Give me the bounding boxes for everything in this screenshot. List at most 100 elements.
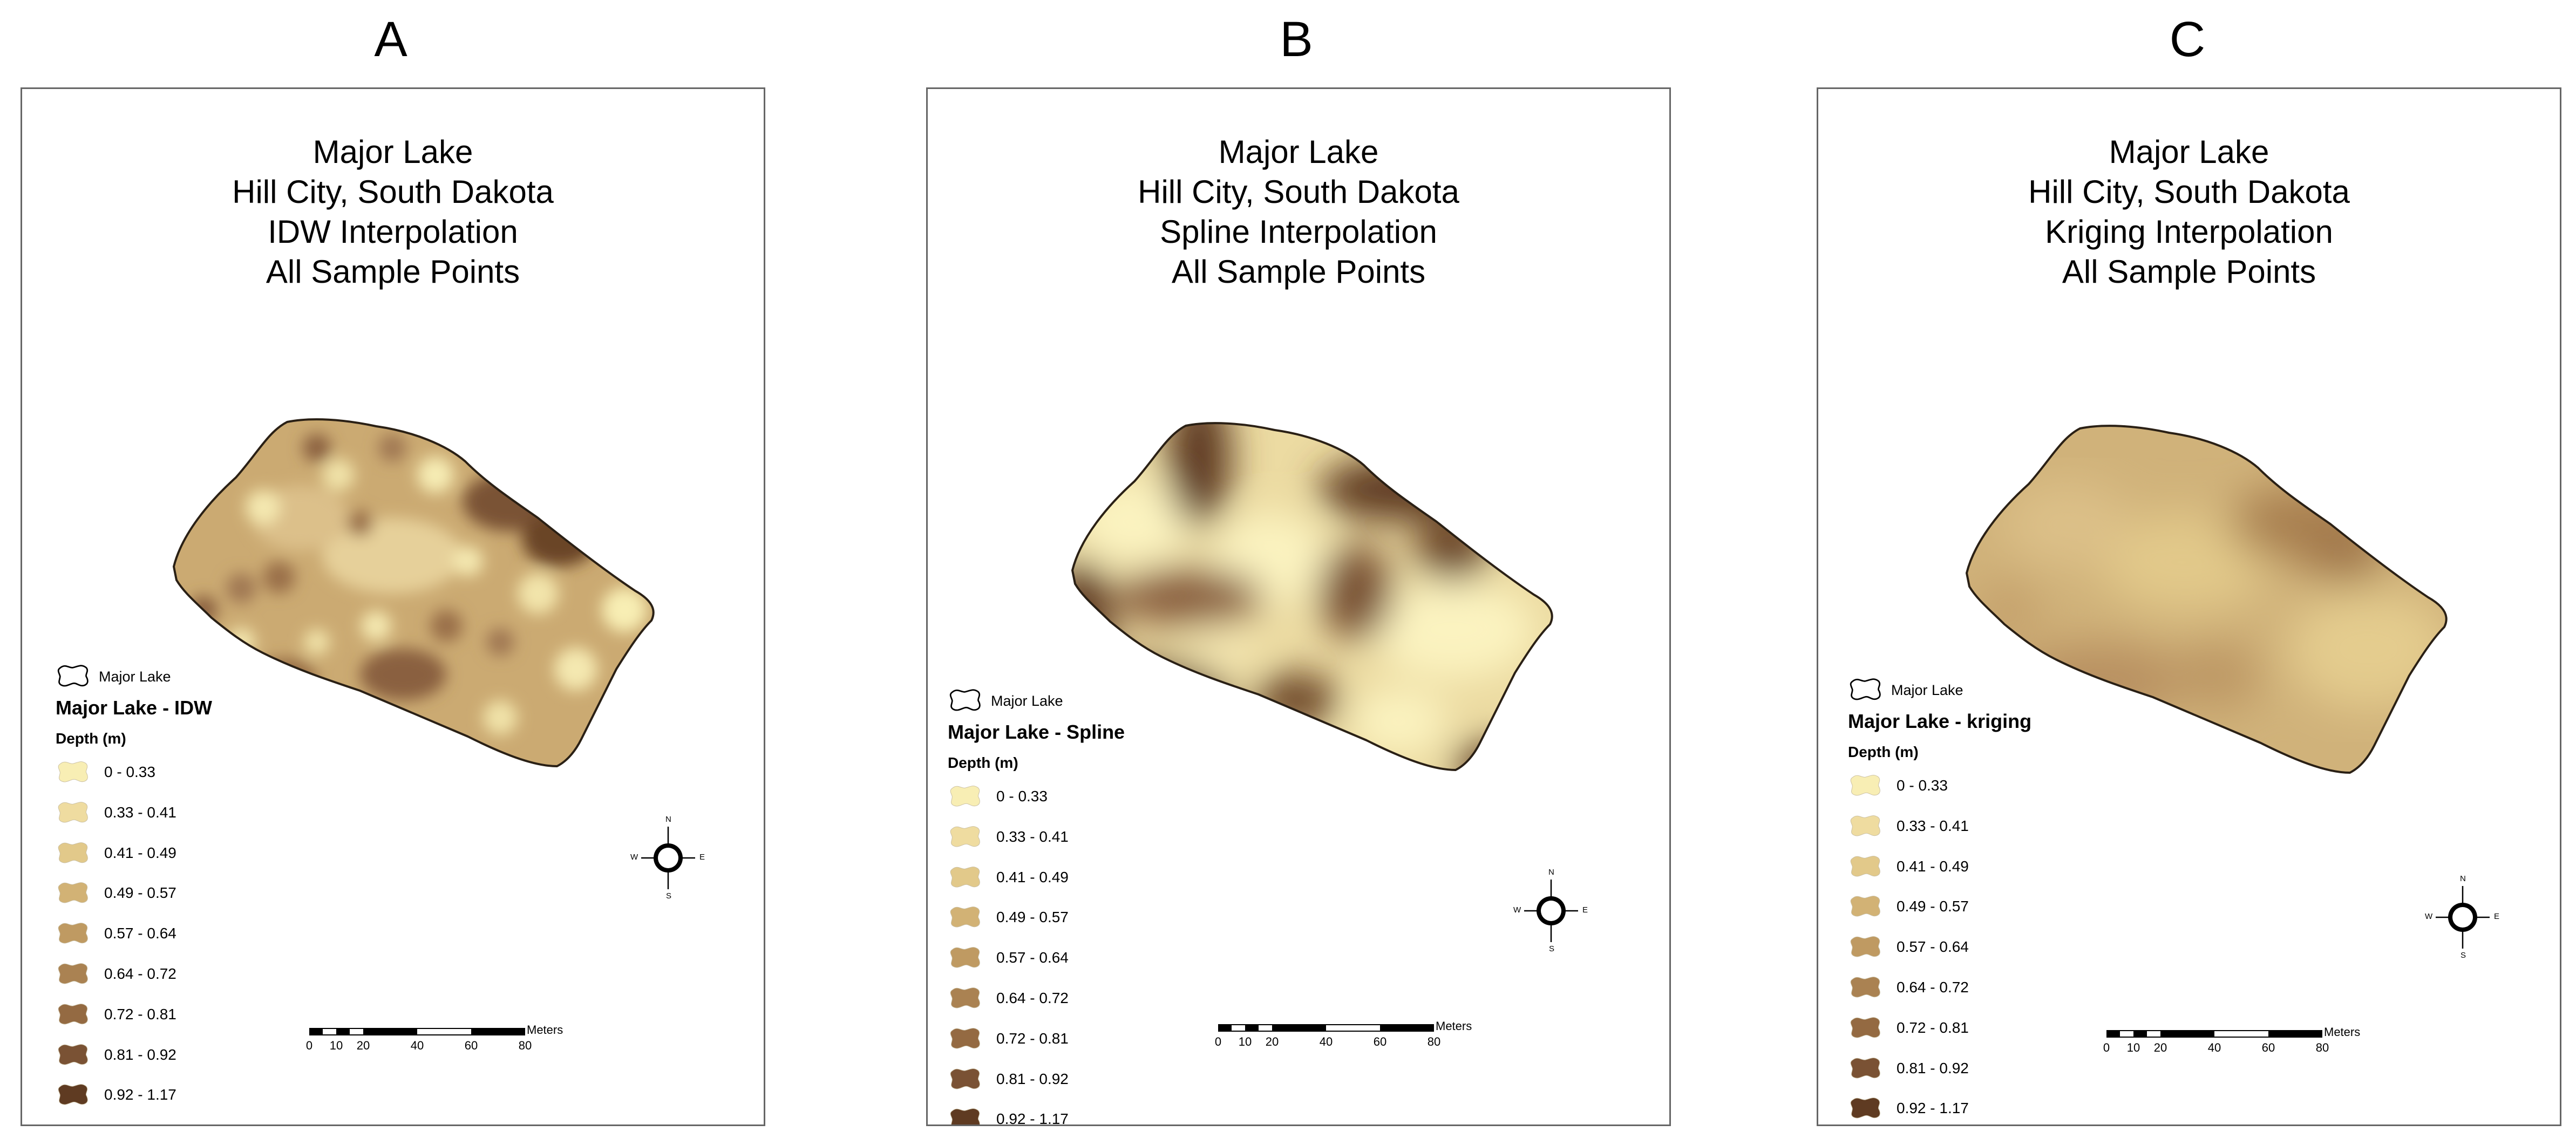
legend-swatch-icon xyxy=(56,1042,90,1066)
legend-class-row: 0.33 - 0.41 xyxy=(1848,809,2031,849)
legend-swatch-icon xyxy=(948,1026,982,1049)
scale-bar: Meters 0 10 20 40 60 80 xyxy=(1215,1019,1477,1057)
north-label: N xyxy=(2460,874,2466,883)
scale-tick-label: 80 xyxy=(1427,1035,1441,1048)
map-title-line: All Sample Points xyxy=(1171,254,1426,290)
legend-class-label: 0.49 - 0.57 xyxy=(996,909,1069,926)
scale-tick-label: 60 xyxy=(1373,1035,1387,1048)
legend-class-row: 0.33 - 0.41 xyxy=(56,795,212,836)
legend-outline-label: Major Lake xyxy=(99,669,171,685)
legend-class-label: 0.72 - 0.81 xyxy=(104,1005,176,1023)
legend-swatch-icon xyxy=(948,783,982,807)
map-title-line: Hill City, South Dakota xyxy=(1138,174,1459,210)
legend-class-row: 0.81 - 0.92 xyxy=(56,1038,212,1078)
map-title-line: Major Lake xyxy=(1218,134,1379,170)
legend-swatch-icon xyxy=(56,840,90,864)
west-label: W xyxy=(1513,905,1521,915)
legend-swatch-icon xyxy=(948,945,982,969)
compass-icon xyxy=(1524,880,1578,942)
legend-class-label: 0.92 - 1.17 xyxy=(104,1086,176,1103)
scale-tick-label: 40 xyxy=(2207,1041,2221,1054)
legend-class-row: 0.41 - 0.49 xyxy=(1848,849,2031,890)
scale-unit-label: Meters xyxy=(1436,1019,1472,1033)
scale-tick-label: 0 xyxy=(2103,1041,2110,1054)
legend-swatch-icon xyxy=(1848,854,1882,877)
map-title: Major Lake Hill City, South Dakota Krigi… xyxy=(1818,132,2560,292)
scale-tick-label: 10 xyxy=(1238,1035,1252,1048)
legend-class-label: 0.49 - 0.57 xyxy=(1897,898,1969,915)
legend-class-label: 0.33 - 0.41 xyxy=(1897,817,1969,834)
map-title-line: Major Lake xyxy=(2109,134,2269,170)
legend-swatch-icon xyxy=(56,1082,90,1106)
legend-swatch-icon xyxy=(1848,974,1882,998)
legend-class-label: 0.41 - 0.49 xyxy=(104,844,176,861)
legend-class-label: 0.57 - 0.64 xyxy=(1897,938,1969,956)
east-label: E xyxy=(2494,912,2500,921)
legend-class-label: 0.92 - 1.17 xyxy=(996,1110,1069,1126)
legend-field-label: Depth (m) xyxy=(948,754,1018,771)
compass-icon xyxy=(2436,886,2490,949)
legend-outline-label: Major Lake xyxy=(991,693,1063,709)
legend-class-row: 0.33 - 0.41 xyxy=(948,820,1125,860)
scale-tick-label: 10 xyxy=(329,1039,343,1052)
legend-swatch-icon xyxy=(1848,894,1882,917)
legend-class-label: 0.72 - 0.81 xyxy=(996,1030,1069,1047)
legend-class-label: 0.64 - 0.72 xyxy=(996,989,1069,1006)
legend-swatch-icon xyxy=(948,1066,982,1090)
south-label: S xyxy=(1549,944,1555,953)
map-title-line: All Sample Points xyxy=(2062,254,2316,290)
legend-swatch-icon xyxy=(948,824,982,848)
scale-tick-label: 10 xyxy=(2126,1041,2140,1054)
legend-class-label: 0.41 - 0.49 xyxy=(996,868,1069,885)
legend-class-row: 0.72 - 0.81 xyxy=(1848,1011,2031,1051)
scale-tick-label: 40 xyxy=(410,1039,424,1052)
map-title-line: Hill City, South Dakota xyxy=(232,174,554,210)
legend-class-label: 0.57 - 0.64 xyxy=(996,949,1069,966)
lake-depth-surface-spline xyxy=(1071,422,1553,772)
panel-a-letter: A xyxy=(374,12,407,67)
legend-layer-title: Major Lake - kriging xyxy=(1848,710,2032,732)
legend-layer-title: Major Lake - Spline xyxy=(948,721,1125,743)
map-title: Major Lake Hill City, South Dakota IDW I… xyxy=(22,132,764,292)
legend-swatch-icon xyxy=(56,800,90,823)
north-arrow: N S W E xyxy=(625,809,711,907)
legend-swatch-icon xyxy=(1848,1055,1882,1079)
legend-outline-label: Major Lake xyxy=(1891,682,1963,698)
legend-swatch-icon xyxy=(948,1106,982,1126)
legend-swatch-icon xyxy=(56,961,90,985)
east-label: E xyxy=(699,853,705,862)
map-title-line: Kriging Interpolation xyxy=(2045,214,2333,250)
scale-bar: Meters 0 10 20 40 60 80 xyxy=(305,1023,568,1060)
map-title-line: Spline Interpolation xyxy=(1160,214,1437,250)
legend-class-label: 0.33 - 0.41 xyxy=(104,803,176,821)
map-panel-kriging: Major Lake Hill City, South Dakota Krigi… xyxy=(1817,87,2561,1126)
north-arrow: N S W E xyxy=(2419,869,2506,966)
legend-class-row: 0.57 - 0.64 xyxy=(948,940,1125,981)
north-label: N xyxy=(1548,868,1554,877)
legend-class-row: 0.49 - 0.57 xyxy=(948,900,1125,940)
legend-class-row: 0.41 - 0.49 xyxy=(56,836,212,876)
scale-tick-label: 0 xyxy=(305,1039,313,1052)
legend-swatch-icon xyxy=(1848,1015,1882,1039)
legend-class-label: 0 - 0.33 xyxy=(996,788,1048,805)
legend-field-label: Depth (m) xyxy=(1848,744,1919,760)
legend-class-label: 0.72 - 0.81 xyxy=(1897,1019,1969,1036)
legend-class-row: 0.64 - 0.72 xyxy=(1848,970,2031,1011)
scale-bar: Meters 0 10 20 40 60 80 xyxy=(2103,1025,2366,1062)
south-label: S xyxy=(666,891,672,901)
scale-tick-label: 60 xyxy=(464,1039,478,1052)
map-panel-spline: Major Lake Hill City, South Dakota Splin… xyxy=(926,87,1671,1126)
scale-tick-label: 20 xyxy=(356,1039,370,1052)
legend-swatch-icon xyxy=(1848,1095,1882,1119)
legend-class-row: 0.81 - 0.92 xyxy=(948,1062,1125,1102)
lake-outline-icon xyxy=(1848,677,1882,700)
legend-class-label: 0.92 - 1.17 xyxy=(1897,1100,1969,1117)
legend-field-label: Depth (m) xyxy=(56,730,126,747)
legend-outline-entry: Major Lake xyxy=(948,685,1125,718)
legend-class-label: 0.64 - 0.72 xyxy=(1897,978,1969,996)
legend-class-row: 0.92 - 1.17 xyxy=(56,1078,212,1118)
legend-class-row: 0.92 - 1.17 xyxy=(1848,1091,2031,1126)
east-label: E xyxy=(1582,905,1588,915)
legend-class-label: 0.41 - 0.49 xyxy=(1897,857,1969,875)
legend-class-row: 0.57 - 0.64 xyxy=(1848,930,2031,970)
